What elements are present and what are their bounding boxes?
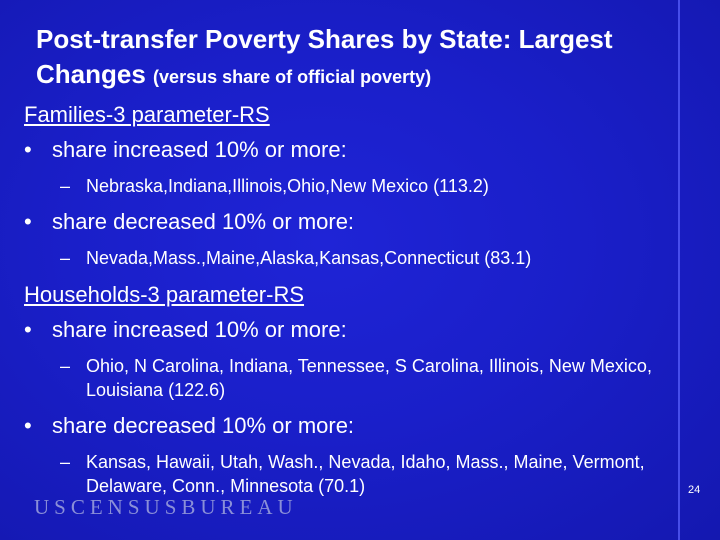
section-heading: Households-3 parameter-RS	[24, 282, 305, 307]
bullet-item: • share increased 10% or more:	[24, 136, 714, 164]
bullet-icon: •	[24, 413, 32, 438]
sub-bullet-text: Nebraska,Indiana,Illinois,Ohio,New Mexic…	[86, 176, 489, 196]
sub-bullet-item: – Kansas, Hawaii, Utah, Wash., Nevada, I…	[24, 450, 714, 498]
sub-bullet-item: – Nevada,Mass.,Maine,Alaska,Kansas,Conne…	[24, 246, 714, 270]
bullet-text: share decreased 10% or more:	[52, 209, 355, 234]
dash-icon: –	[60, 356, 71, 376]
bullet-item: • share decreased 10% or more:	[24, 208, 714, 236]
title-subtitle: (versus share of official poverty)	[153, 67, 432, 87]
bullet-item: • share decreased 10% or more:	[24, 412, 714, 440]
bullet-text: share decreased 10% or more:	[52, 413, 355, 438]
slide-title: Post-transfer Poverty Shares by State: L…	[36, 22, 676, 95]
sub-bullet-item: – Ohio, N Carolina, Indiana, Tennessee, …	[24, 354, 714, 402]
bullet-item: • share increased 10% or more:	[24, 316, 714, 344]
page-number: 24	[688, 484, 701, 496]
bullet-icon: •	[24, 209, 32, 234]
bullet-text: share increased 10% or more:	[52, 317, 347, 342]
dash-icon: –	[60, 452, 71, 472]
bullet-text: share increased 10% or more:	[52, 137, 347, 162]
sub-bullet-text: Kansas, Hawaii, Utah, Wash., Nevada, Ida…	[86, 452, 645, 496]
section-heading: Families-3 parameter-RS	[24, 102, 270, 127]
sub-bullet-text: Ohio, N Carolina, Indiana, Tennessee, S …	[86, 356, 652, 400]
slide-content: Families-3 parameter-RS • share increase…	[24, 100, 714, 508]
census-bureau-logo: USCENSUSBUREAU	[34, 495, 298, 519]
sub-bullet-text: Nevada,Mass.,Maine,Alaska,Kansas,Connect…	[86, 248, 532, 268]
section-households: Households-3 parameter-RS • share increa…	[24, 280, 714, 498]
dash-icon: –	[60, 176, 71, 196]
bullet-icon: •	[24, 317, 32, 342]
bullet-icon: •	[24, 137, 32, 162]
section-families: Families-3 parameter-RS • share increase…	[24, 100, 714, 270]
sub-bullet-item: – Nebraska,Indiana,Illinois,Ohio,New Mex…	[24, 174, 714, 198]
title-main: Post-transfer Poverty Shares by State: L…	[36, 24, 613, 89]
dash-icon: –	[60, 248, 71, 268]
vertical-divider	[678, 0, 680, 540]
